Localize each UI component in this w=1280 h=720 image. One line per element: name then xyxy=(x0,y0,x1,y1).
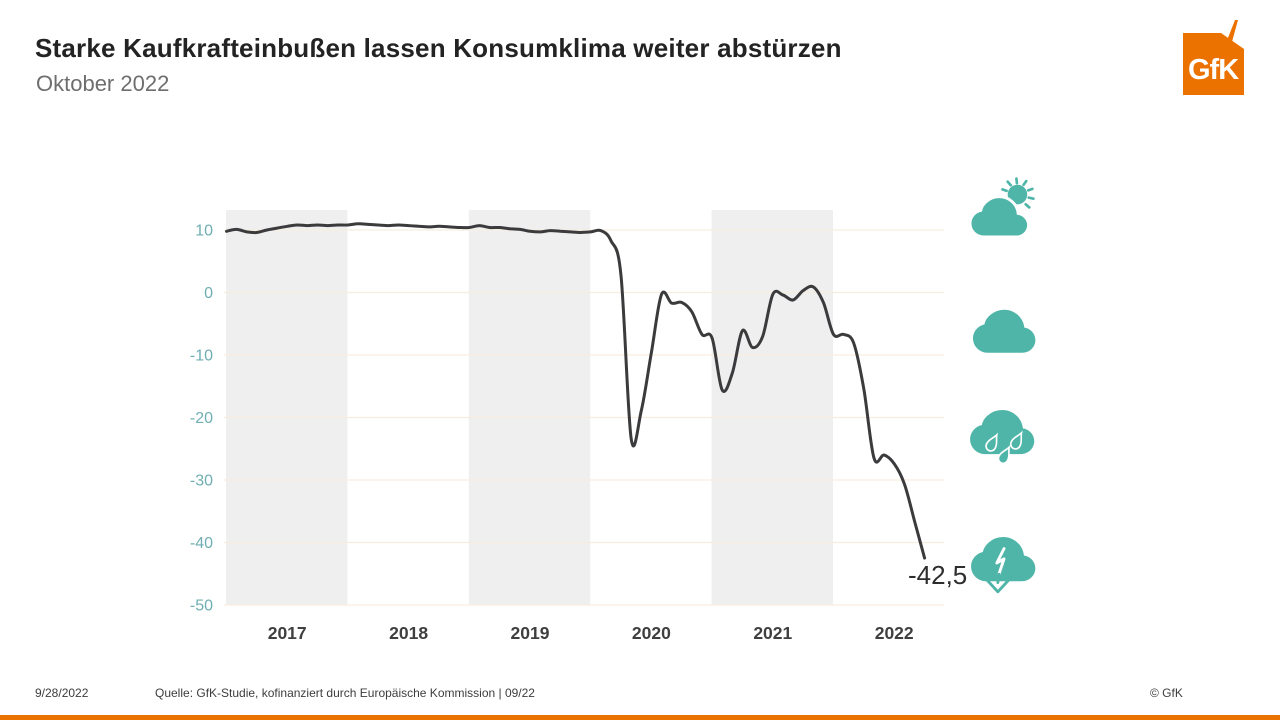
svg-text:2018: 2018 xyxy=(389,623,428,643)
footer-source: Quelle: GfK-Studie, kofinanziert durch E… xyxy=(155,686,535,700)
svg-text:-50: -50 xyxy=(190,598,213,615)
svg-text:2021: 2021 xyxy=(753,623,792,643)
sun-behind-cloud-icon xyxy=(968,177,1036,242)
footer-date: 9/28/2022 xyxy=(35,686,89,700)
page-title: Starke Kaufkrafteinbußen lassen Konsumkl… xyxy=(35,33,842,63)
last-value-label: -42,5 xyxy=(908,560,968,590)
footer-copyright: © GfK xyxy=(1150,686,1183,700)
gfk-logo-spike xyxy=(1224,20,1238,49)
gfk-logo-text: GfK xyxy=(1188,54,1239,86)
svg-text:2019: 2019 xyxy=(511,623,550,643)
bottom-accent-bar xyxy=(0,715,1280,720)
svg-text:-40: -40 xyxy=(190,535,213,552)
cloud-icon xyxy=(972,300,1036,358)
crash-arrow-shaft xyxy=(995,547,1006,576)
svg-text:10: 10 xyxy=(195,223,213,240)
gfk-logo-square xyxy=(1183,33,1244,95)
svg-text:-30: -30 xyxy=(190,473,213,490)
cloud-with-down-arrow-icon xyxy=(970,528,1036,598)
gfk-logo: GfK xyxy=(1183,20,1244,95)
svg-text:2022: 2022 xyxy=(875,623,914,643)
rain-cloud-icon xyxy=(970,402,1036,476)
svg-text:2017: 2017 xyxy=(268,623,307,643)
svg-text:-20: -20 xyxy=(190,410,213,427)
svg-text:0: 0 xyxy=(204,285,213,302)
svg-text:-10: -10 xyxy=(190,348,213,365)
svg-text:2020: 2020 xyxy=(632,623,671,643)
konsumklima-chart: 10 0 -10 -20 -30 -40 -50 2017 2018 2019 2020 2021 20… xyxy=(190,210,944,643)
page-subtitle: Oktober 2022 xyxy=(36,71,170,96)
gfk-logo-notch xyxy=(1221,33,1244,49)
crash-arrow-head xyxy=(985,578,1011,594)
gfk-logo-icon: GfK xyxy=(1183,20,1244,95)
